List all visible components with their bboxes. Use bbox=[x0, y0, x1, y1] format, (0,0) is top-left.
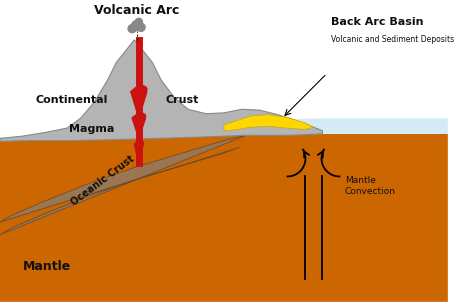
Polygon shape bbox=[131, 85, 147, 118]
Text: Back Arc Basin: Back Arc Basin bbox=[331, 17, 424, 27]
Text: Mantle
Convection: Mantle Convection bbox=[345, 177, 396, 196]
Polygon shape bbox=[134, 141, 143, 163]
Circle shape bbox=[135, 18, 142, 26]
Polygon shape bbox=[246, 118, 448, 135]
Polygon shape bbox=[0, 134, 448, 302]
Polygon shape bbox=[0, 40, 322, 142]
Text: Continental: Continental bbox=[35, 95, 108, 105]
Polygon shape bbox=[224, 115, 313, 131]
Text: Magma: Magma bbox=[69, 124, 114, 135]
Circle shape bbox=[132, 21, 142, 30]
Text: Volcanic Arc: Volcanic Arc bbox=[94, 5, 179, 17]
Polygon shape bbox=[132, 113, 146, 138]
Text: Volcanic and Sediment Deposits: Volcanic and Sediment Deposits bbox=[331, 35, 455, 44]
Text: Crust: Crust bbox=[166, 95, 199, 105]
Text: Mantle: Mantle bbox=[22, 260, 71, 272]
Text: Oceanic Crust: Oceanic Crust bbox=[70, 154, 137, 208]
Circle shape bbox=[128, 25, 136, 33]
Polygon shape bbox=[0, 135, 246, 235]
Circle shape bbox=[137, 23, 145, 31]
